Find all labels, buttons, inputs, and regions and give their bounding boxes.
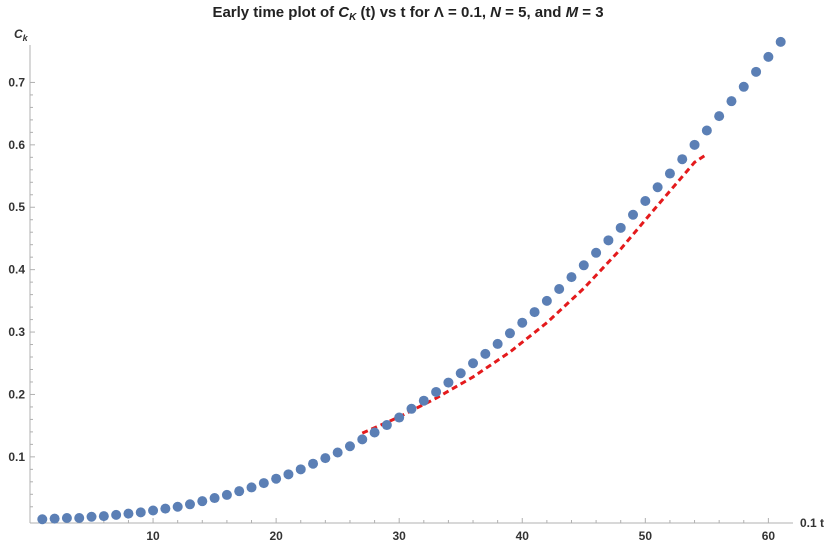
data-point bbox=[689, 139, 700, 150]
y-tick-label: 0.4 bbox=[8, 263, 25, 277]
data-point bbox=[738, 81, 749, 92]
data-point bbox=[295, 464, 306, 475]
data-point bbox=[234, 486, 245, 497]
data-point bbox=[37, 514, 48, 525]
data-point bbox=[677, 154, 688, 165]
y-axis-ticks: 0.1 0.2 0.3 0.4 0.5 0.6 0.7 bbox=[8, 75, 35, 508]
data-point bbox=[714, 111, 725, 122]
data-point bbox=[86, 511, 97, 522]
y-tick-label: 0.5 bbox=[8, 200, 25, 214]
data-point bbox=[111, 509, 122, 520]
title-prefix: Early time plot of bbox=[212, 4, 338, 21]
x-tick-label: 30 bbox=[393, 529, 407, 543]
data-point bbox=[701, 125, 712, 136]
data-point bbox=[61, 513, 72, 524]
fit-curve-dashed bbox=[361, 152, 708, 435]
data-point bbox=[209, 493, 220, 504]
data-point bbox=[566, 272, 577, 283]
data-point bbox=[775, 36, 786, 47]
x-tick-label: 50 bbox=[639, 529, 653, 543]
data-point bbox=[148, 505, 159, 516]
data-point bbox=[652, 182, 663, 193]
data-point bbox=[541, 295, 552, 306]
title-m: M bbox=[566, 4, 579, 21]
y-axis-label: Ck bbox=[14, 27, 29, 43]
data-point bbox=[74, 513, 85, 524]
data-point bbox=[455, 368, 466, 379]
data-point bbox=[443, 377, 454, 388]
title-m-rest: = 3 bbox=[578, 4, 603, 21]
data-point bbox=[664, 168, 675, 179]
y-tick-label: 0.3 bbox=[8, 325, 25, 339]
data-point bbox=[135, 507, 146, 518]
data-point bbox=[578, 260, 589, 271]
data-point bbox=[591, 247, 602, 258]
data-point bbox=[517, 317, 528, 328]
data-point bbox=[357, 434, 368, 445]
data-point bbox=[492, 338, 503, 349]
x-tick-label: 40 bbox=[516, 529, 530, 543]
y-tick-label: 0.7 bbox=[8, 75, 25, 89]
y-tick-label: 0.1 bbox=[8, 450, 25, 464]
y-axis-label-sub: k bbox=[23, 33, 29, 43]
data-point bbox=[308, 458, 319, 469]
data-point bbox=[480, 348, 491, 359]
data-point bbox=[369, 427, 380, 438]
y-tick-label: 0.2 bbox=[8, 387, 25, 401]
data-point bbox=[431, 386, 442, 397]
title-mid: (t) vs t for Λ = 0.1, bbox=[356, 4, 490, 21]
data-point bbox=[726, 96, 737, 107]
data-point bbox=[221, 489, 232, 500]
data-point bbox=[554, 283, 565, 294]
data-point bbox=[160, 503, 171, 514]
data-point bbox=[628, 209, 639, 220]
x-axis-ticks: 10 20 30 40 50 60 bbox=[54, 518, 776, 543]
data-point bbox=[246, 482, 257, 493]
x-axis-label: 0.1 t bbox=[800, 516, 824, 530]
data-point bbox=[320, 453, 331, 464]
data-point bbox=[197, 496, 208, 507]
data-point bbox=[381, 420, 392, 431]
data-point bbox=[49, 513, 60, 524]
data-point bbox=[271, 473, 282, 484]
data-point bbox=[332, 447, 343, 458]
data-point bbox=[394, 412, 405, 423]
data-point bbox=[172, 501, 183, 512]
plot-area bbox=[37, 36, 786, 525]
y-axis-label-main: C bbox=[14, 27, 23, 41]
data-point bbox=[184, 499, 195, 510]
title-c: C bbox=[338, 4, 350, 21]
title-n: N bbox=[490, 4, 502, 21]
data-point bbox=[751, 66, 762, 77]
data-point bbox=[344, 441, 355, 452]
data-point bbox=[763, 51, 774, 62]
data-point bbox=[504, 328, 515, 339]
data-point bbox=[640, 196, 651, 207]
data-point bbox=[258, 478, 269, 489]
data-point bbox=[283, 469, 294, 480]
data-point bbox=[615, 222, 626, 233]
data-point bbox=[406, 403, 417, 414]
x-tick-label: 10 bbox=[146, 529, 160, 543]
data-point bbox=[418, 395, 429, 406]
data-point bbox=[603, 235, 614, 246]
y-tick-label: 0.6 bbox=[8, 138, 25, 152]
x-tick-label: 60 bbox=[762, 529, 776, 543]
title-n-rest: = 5, and bbox=[501, 4, 566, 21]
chart-title: Early time plot of CK (t) vs t for Λ = 0… bbox=[212, 4, 603, 23]
data-point bbox=[123, 508, 134, 519]
data-point bbox=[98, 511, 109, 522]
data-point bbox=[468, 358, 479, 369]
data-point bbox=[529, 307, 540, 318]
x-tick-label: 20 bbox=[269, 529, 283, 543]
title-c-sub: K bbox=[349, 12, 357, 23]
